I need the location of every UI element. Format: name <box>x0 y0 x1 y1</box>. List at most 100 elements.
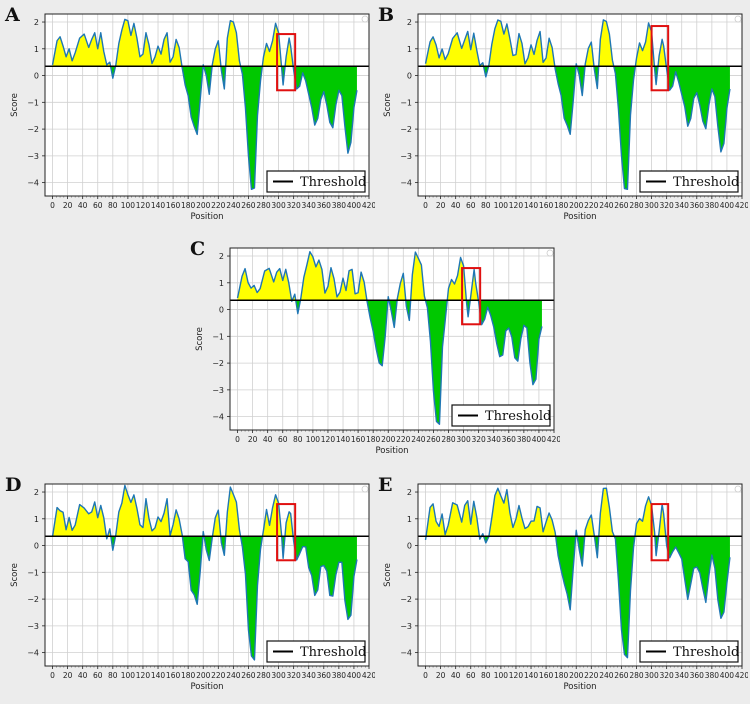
x-tick-label: 40 <box>263 435 273 444</box>
x-axis-label: Position <box>563 682 596 692</box>
x-tick-label: 240 <box>411 435 426 444</box>
x-tick-label: 40 <box>451 201 461 210</box>
highlight-box <box>461 267 482 326</box>
x-tick-label: 220 <box>584 201 599 210</box>
legend-box <box>266 170 366 193</box>
corner-marker-icon <box>361 485 369 493</box>
x-tick-label: 340 <box>675 201 690 210</box>
y-tick-label: −1 <box>400 568 412 577</box>
y-axis-label: Score <box>195 327 205 351</box>
y-tick-label: −2 <box>400 125 412 134</box>
x-tick-label: 40 <box>78 671 88 680</box>
x-tick-label: 320 <box>286 671 301 680</box>
panel-c: C 0 20 40 60 80 100 120 140 160 180 200 220 240 260 28… <box>190 234 560 466</box>
x-tick-label: 300 <box>456 435 471 444</box>
y-tick-label: −1 <box>27 98 39 107</box>
x-tick-label: 380 <box>332 201 347 210</box>
y-tick-label: −2 <box>27 595 39 604</box>
x-tick-label: 360 <box>690 671 705 680</box>
panel-e: E 0 20 40 60 80 100 120 140 160 180 200 220 240 260 28… <box>378 470 748 702</box>
legend-box <box>639 170 739 193</box>
x-tick-label: 120 <box>321 435 336 444</box>
panel-b: B 0 20 40 60 80 100 120 140 160 180 200 220 240 260 28… <box>378 0 748 232</box>
x-tick-label: 360 <box>317 201 332 210</box>
x-tick-label: 400 <box>720 671 735 680</box>
x-tick-label: 60 <box>93 201 103 210</box>
y-tick-label: −2 <box>400 595 412 604</box>
x-axis-label: Position <box>375 446 408 456</box>
x-tick-label: 80 <box>481 201 491 210</box>
x-tick-label: 400 <box>347 201 362 210</box>
x-tick-label: 100 <box>306 435 321 444</box>
x-tick-label: 420 <box>547 435 560 444</box>
y-axis-label: Score <box>10 563 20 587</box>
area-above-threshold <box>237 251 542 301</box>
grid <box>418 14 743 196</box>
x-tick-label: 20 <box>436 201 446 210</box>
score-line <box>424 19 731 191</box>
corner-marker-icon <box>734 485 742 493</box>
panel-d: D 0 20 40 60 80 100 120 140 160 180 200 220 240 260 28… <box>5 470 375 702</box>
legend-label: Threshold <box>300 645 366 660</box>
y-tick-label: 0 <box>407 72 412 81</box>
x-tick-label: 160 <box>539 201 554 210</box>
x-tick-label: 160 <box>166 671 181 680</box>
panel-label: A <box>5 4 20 26</box>
highlight-box <box>650 503 670 562</box>
y-tick-label: 1 <box>34 45 39 54</box>
x-tick-label: 120 <box>136 671 151 680</box>
legend-box <box>451 404 551 427</box>
y-tick-label: 1 <box>219 279 224 288</box>
x-tick-label: 100 <box>121 671 136 680</box>
y-tick-label: 2 <box>407 18 412 27</box>
x-tick-label: 80 <box>108 201 118 210</box>
x-tick-label: 140 <box>524 201 539 210</box>
y-tick-label: −3 <box>400 152 412 161</box>
x-tick-label: 60 <box>466 201 476 210</box>
x-tick-label: 0 <box>423 671 428 680</box>
legend: Threshold <box>266 170 366 193</box>
score-chart-b: 0 20 40 60 80 100 120 140 160 180 200 220 240 260 280 3… <box>383 13 748 222</box>
x-tick-label: 420 <box>362 201 375 210</box>
y-tick-label: 1 <box>34 515 39 524</box>
x-tick-label: 260 <box>614 201 629 210</box>
x-tick-label: 80 <box>293 435 303 444</box>
y-tick-label: −2 <box>27 125 39 134</box>
y-tick-label: −1 <box>212 332 224 341</box>
highlight-box <box>276 33 297 92</box>
highlight-box <box>276 503 297 562</box>
x-tick-label: 180 <box>366 435 381 444</box>
legend-box <box>639 640 739 663</box>
area-below-threshold <box>425 66 730 190</box>
area-above-threshold <box>425 19 730 67</box>
x-tick-label: 340 <box>487 435 502 444</box>
y-tick-label: −3 <box>27 152 39 161</box>
panel-label: E <box>378 474 393 496</box>
panel-label: C <box>190 238 206 260</box>
x-tick-label: 120 <box>136 201 151 210</box>
y-tick-label: −4 <box>27 179 39 188</box>
x-tick-label: 240 <box>599 201 614 210</box>
y-tick-label: 0 <box>34 72 39 81</box>
y-tick-label: −4 <box>400 179 412 188</box>
legend-label: Threshold <box>673 175 739 190</box>
panel-a: A 0 20 40 60 80 100 120 140 160 180 200 220 240 260 28… <box>5 0 375 232</box>
x-tick-label: 20 <box>63 201 73 210</box>
x-tick-label: 20 <box>248 435 258 444</box>
y-axis-label: Score <box>383 563 393 587</box>
x-tick-label: 200 <box>569 201 584 210</box>
y-tick-label: 1 <box>407 515 412 524</box>
x-tick-label: 0 <box>50 671 55 680</box>
x-tick-label: 280 <box>629 671 644 680</box>
x-tick-label: 400 <box>720 201 735 210</box>
x-tick-label: 380 <box>705 671 720 680</box>
x-tick-label: 320 <box>471 435 486 444</box>
x-tick-label: 220 <box>211 201 226 210</box>
x-tick-label: 220 <box>584 671 599 680</box>
area-below-threshold <box>52 66 357 190</box>
score-line <box>51 18 358 191</box>
x-tick-label: 280 <box>441 435 456 444</box>
x-tick-label: 380 <box>705 201 720 210</box>
x-tick-label: 260 <box>614 671 629 680</box>
x-tick-label: 320 <box>659 201 674 210</box>
